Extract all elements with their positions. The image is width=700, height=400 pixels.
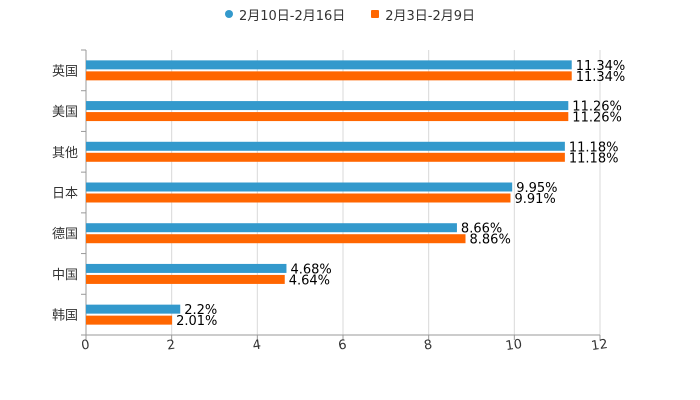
- bar-series-1-2[interactable]: [86, 141, 565, 151]
- bar-series-2-6[interactable]: [86, 315, 173, 325]
- category-label-5: 中国: [52, 268, 78, 283]
- x-tick-label-2: 4: [252, 338, 262, 354]
- data-label-series-2-0: 11.34%: [576, 70, 626, 85]
- bar-series-2-1[interactable]: [86, 112, 569, 122]
- category-label-3: 日本: [52, 187, 78, 202]
- data-label-series-2-1: 11.26%: [572, 111, 622, 126]
- bar-series-1-0[interactable]: [86, 60, 572, 70]
- legend-marker-series-2: [371, 10, 380, 18]
- bar-series-2-2[interactable]: [86, 152, 565, 162]
- category-label-1: 美国: [52, 105, 78, 120]
- data-label-series-1-3: 9.95%: [516, 181, 557, 196]
- bar-series-1-6[interactable]: [86, 304, 181, 314]
- legend-marker-series-1: [224, 10, 233, 18]
- data-label-series-1-5: 4.68%: [290, 262, 331, 277]
- bar-series-2-3[interactable]: [86, 193, 511, 203]
- data-label-series-1-1: 11.26%: [572, 100, 622, 115]
- data-label-series-2-3: 9.91%: [514, 192, 555, 207]
- data-label-series-1-2: 11.18%: [569, 140, 619, 155]
- data-label-series-2-6: 2.01%: [176, 314, 217, 329]
- data-label-series-2-2: 11.18%: [569, 151, 619, 166]
- legend: 2月10日-2月16日 2月3日-2月9日: [0, 4, 700, 24]
- bar-series-2-4[interactable]: [86, 234, 466, 244]
- bar-series-1-1[interactable]: [86, 101, 569, 111]
- category-label-6: 韩国: [52, 309, 78, 324]
- x-tick-label-5: 10: [505, 337, 523, 354]
- legend-item-series-1[interactable]: 2月10日-2月16日: [224, 5, 346, 24]
- bar-series-1-3[interactable]: [86, 182, 513, 192]
- bar-series-2-0[interactable]: [86, 71, 572, 81]
- data-label-series-1-0: 11.34%: [576, 59, 626, 74]
- x-tick-label-6: 12: [590, 337, 608, 354]
- category-label-0: 英国: [52, 64, 78, 79]
- legend-label-series-2: 2月3日-2月9日: [385, 8, 476, 24]
- x-tick-label-0: 0: [80, 338, 90, 354]
- bar-series-1-5[interactable]: [86, 263, 287, 273]
- data-label-series-1-4: 8.66%: [461, 222, 502, 237]
- data-label-series-2-4: 8.86%: [470, 233, 511, 248]
- bar-series-2-5[interactable]: [86, 274, 285, 284]
- x-tick-label-3: 6: [337, 338, 347, 354]
- x-tick-label-4: 8: [423, 338, 433, 354]
- bar-series-1-4[interactable]: [86, 223, 457, 233]
- data-label-series-1-6: 2.2%: [184, 303, 217, 318]
- legend-item-series-2[interactable]: 2月3日-2月9日: [371, 5, 475, 24]
- data-label-series-2-5: 4.64%: [289, 273, 330, 288]
- category-label-2: 其他: [52, 146, 78, 161]
- legend-label-series-1: 2月10日-2月16日: [238, 8, 346, 24]
- category-label-4: 德国: [52, 227, 78, 242]
- x-tick-label-1: 2: [166, 338, 176, 354]
